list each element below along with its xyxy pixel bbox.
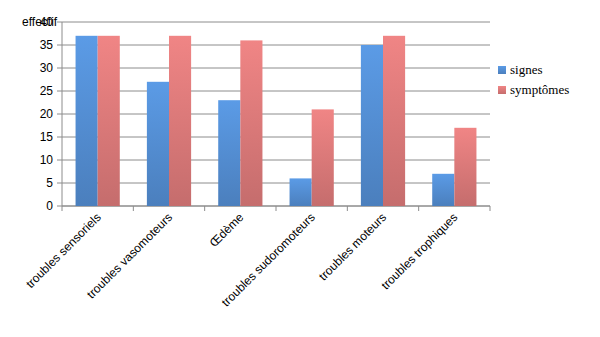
y-tick (57, 114, 62, 115)
x-tick (490, 206, 491, 211)
bar (147, 82, 169, 206)
bars (76, 36, 477, 206)
x-tick-label: troubles vasomoteurs (84, 210, 175, 301)
legend-swatch (498, 86, 506, 94)
bar (432, 174, 454, 206)
x-tick (276, 206, 277, 211)
grid-line (62, 183, 490, 184)
bar (218, 100, 240, 206)
legend-label: signes (510, 62, 543, 77)
grid-line (62, 22, 490, 23)
grid-line (62, 114, 490, 115)
grid-line (62, 160, 490, 161)
y-tick (57, 22, 62, 23)
x-tick (204, 206, 205, 211)
y-tick (57, 183, 62, 184)
legend-label: symptômes (510, 82, 569, 97)
y-axis (62, 22, 63, 206)
y-tick (57, 206, 62, 207)
y-tick (57, 91, 62, 92)
grid-line (62, 45, 490, 46)
y-tick-label: 10 (40, 153, 54, 167)
legend-swatch (498, 66, 506, 74)
y-tick-label: 35 (40, 38, 54, 52)
x-tick-label: troubles moteurs (316, 210, 389, 283)
x-tick (62, 206, 63, 211)
y-axis-label: effectif (22, 15, 58, 29)
y-tick-label: 0 (46, 199, 53, 213)
chart-container: 0510152025303540effectiftroubles sensori… (0, 0, 600, 337)
bar (169, 36, 191, 206)
y-tick (57, 137, 62, 138)
bar (383, 36, 405, 206)
bar (454, 128, 476, 206)
x-tick (418, 206, 419, 211)
grid-line (62, 68, 490, 69)
y-tick (57, 68, 62, 69)
y-tick (57, 45, 62, 46)
bar (240, 40, 262, 206)
page: {"chart_data": {"type": "bar", "y_label"… (0, 0, 600, 337)
bar (290, 178, 312, 206)
grid-line (62, 137, 490, 138)
x-tick-label: Œdème (207, 210, 247, 250)
x-tick (133, 206, 134, 211)
x-tick-label: troubles sensoriels (23, 210, 104, 291)
bar (98, 36, 120, 206)
y-tick-label: 30 (40, 61, 54, 75)
y-tick (57, 160, 62, 161)
x-tick-label: troubles sudoromoteurs (219, 210, 318, 309)
bar (76, 36, 98, 206)
bar (312, 109, 334, 206)
chart-svg: 0510152025303540effectiftroubles sensori… (0, 0, 600, 337)
y-tick-label: 5 (46, 176, 53, 190)
x-tick (347, 206, 348, 211)
bar (361, 45, 383, 206)
y-tick-label: 20 (40, 107, 54, 121)
y-tick-label: 15 (40, 130, 54, 144)
grid-line (62, 91, 490, 92)
x-tick-label: troubles trophiques (378, 210, 460, 292)
y-tick-label: 25 (40, 84, 54, 98)
